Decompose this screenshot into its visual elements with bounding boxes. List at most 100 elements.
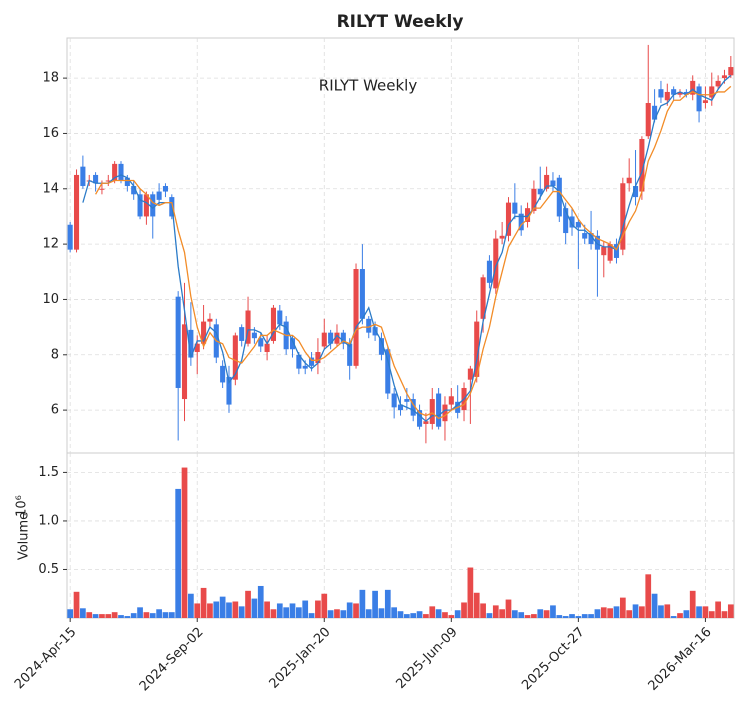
- candle-body: [207, 318, 213, 322]
- candle-body: [397, 404, 404, 411]
- volume-bar: [181, 467, 188, 618]
- chart-title: RILYT Weekly: [337, 12, 464, 32]
- volume-bar: [302, 600, 309, 618]
- volume-bar: [429, 606, 436, 618]
- volume-bar: [683, 610, 690, 618]
- volume-bar: [486, 613, 493, 618]
- volume-bar: [372, 590, 378, 618]
- volume-bar: [619, 597, 626, 618]
- volume-bar: [92, 614, 99, 618]
- volume-bar: [562, 616, 569, 618]
- volume-bar: [162, 612, 169, 618]
- volume-unit: 10⁶: [15, 495, 30, 517]
- volume-bar: [232, 601, 239, 618]
- candle-body: [353, 269, 359, 366]
- candle-body: [404, 399, 410, 402]
- volume-bar: [391, 607, 398, 618]
- volume-bar: [708, 611, 715, 618]
- candle-body: [258, 338, 264, 347]
- candle-body: [366, 318, 372, 333]
- volume-bar: [505, 599, 512, 618]
- candle-body: [315, 352, 321, 364]
- candle-body: [588, 233, 594, 245]
- candle-body: [632, 186, 639, 198]
- volume-bar: [626, 610, 633, 618]
- y-tick-label: 14: [42, 181, 59, 196]
- y-tick-label: 0.5: [38, 562, 59, 577]
- y-tick-label: 18: [42, 71, 59, 86]
- candle-body: [73, 174, 80, 250]
- candle-body: [194, 343, 200, 353]
- volume-bar: [702, 606, 709, 618]
- volume-bar: [651, 593, 658, 618]
- volume-bar: [670, 616, 677, 618]
- volume-bar: [416, 611, 423, 618]
- volume-bar: [442, 612, 448, 618]
- candle-body: [645, 103, 651, 137]
- candle-body: [690, 80, 696, 95]
- candle-body: [309, 357, 315, 366]
- volume-bar: [264, 601, 270, 618]
- volume-bar: [600, 607, 607, 618]
- volume-bar: [410, 613, 417, 618]
- volume-bar: [149, 613, 156, 618]
- volume-bar: [118, 615, 124, 618]
- volume-bar: [308, 613, 315, 618]
- volume-bar: [632, 604, 639, 618]
- x-tick-label: 2024-Sep-02: [137, 625, 207, 695]
- volume-bar: [696, 606, 702, 618]
- candle-body: [486, 260, 492, 283]
- volume-bar: [645, 574, 652, 618]
- candle-body: [505, 202, 512, 236]
- volume-bar: [715, 601, 721, 618]
- volume-bar: [588, 614, 594, 618]
- x-tick-label: 2025-Jun-09: [393, 625, 460, 692]
- x-tick-label: 2024-Apr-15: [12, 625, 79, 692]
- volume-bar: [130, 613, 137, 618]
- candle-body: [289, 338, 296, 350]
- candle-body: [156, 191, 162, 200]
- volume-bar: [721, 611, 728, 618]
- candle-body: [162, 186, 169, 192]
- volume-bar: [327, 610, 334, 618]
- volume-bar: [283, 607, 290, 618]
- candle-body: [480, 277, 486, 319]
- volume-bar: [531, 614, 537, 618]
- candle-body: [613, 244, 620, 258]
- candle-body: [378, 338, 384, 355]
- volume-bar: [550, 605, 556, 618]
- volume-bar: [188, 593, 194, 618]
- volume-bar: [518, 612, 525, 618]
- candle-body: [245, 310, 251, 344]
- candle-body: [188, 329, 194, 358]
- volume-bar: [276, 603, 283, 618]
- candle-body: [721, 75, 728, 79]
- candle-body: [556, 177, 562, 217]
- candle-body: [112, 163, 118, 181]
- candle-body: [175, 296, 181, 388]
- volume-bar: [289, 603, 296, 618]
- candle-body: [544, 174, 550, 189]
- volume-bar: [664, 604, 671, 618]
- volume-bar: [448, 615, 455, 618]
- volume-bar: [359, 589, 366, 618]
- moving-average: [82, 74, 732, 423]
- candle-body: [270, 307, 276, 341]
- volume-bar: [156, 609, 162, 618]
- volume-bar: [461, 602, 467, 618]
- candle-body: [677, 91, 683, 95]
- candle-body: [80, 166, 86, 187]
- annotation: RILYT Weekly: [319, 77, 418, 95]
- volume-bar: [403, 614, 410, 618]
- y-tick-label: 6: [51, 403, 59, 418]
- candle-body: [658, 89, 664, 98]
- candle-body: [67, 224, 73, 250]
- y-tick-label: 16: [42, 126, 59, 141]
- candle-body: [372, 327, 378, 336]
- candle-body: [410, 399, 416, 416]
- volume-bar: [397, 611, 404, 618]
- candle-body: [429, 399, 435, 424]
- volume-bar: [492, 605, 499, 618]
